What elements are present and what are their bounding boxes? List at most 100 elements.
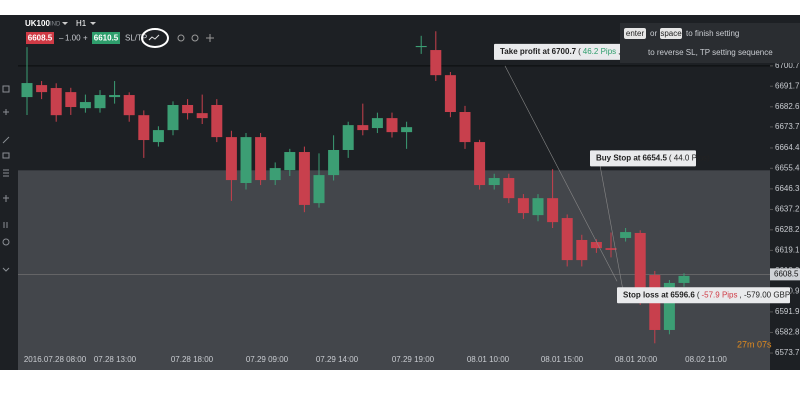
candle-body — [430, 50, 442, 76]
lot-minus[interactable]: – — [59, 34, 64, 43]
timer: 27m 07s — [737, 339, 772, 349]
sl-tp-button[interactable]: SL/TP — [125, 34, 147, 43]
tool-icon[interactable] — [3, 109, 9, 115]
lot-size[interactable]: 1.00 — [65, 34, 81, 43]
order-label-part: -57.9 Pips — [701, 290, 737, 299]
tool-icon[interactable] — [3, 222, 8, 228]
candle-body — [532, 198, 544, 216]
buy-button[interactable] — [92, 32, 120, 44]
candle-body — [50, 88, 62, 116]
y-tick-label: 6573.7 — [775, 348, 800, 357]
order-label: Buy Stop at 6654.5( 44.0 Pips) — [596, 153, 710, 162]
trend-icon[interactable] — [148, 34, 160, 41]
hint-box — [620, 23, 800, 63]
sell-price: 6608.5 — [28, 34, 53, 43]
candle-body — [328, 149, 340, 176]
candle-body — [21, 83, 33, 98]
candle-body — [488, 178, 500, 186]
order-label: Stop loss at 6596.6(-57.9 Pips, -579.00 G… — [623, 290, 793, 299]
candle-body — [517, 198, 529, 214]
order-label-part: , -579.00 GBP) — [740, 290, 794, 299]
tool-icon[interactable] — [3, 169, 9, 177]
order-label-part: Buy Stop at — [596, 153, 641, 162]
candle-body — [415, 45, 427, 48]
tool-icon[interactable] — [2, 136, 10, 144]
candle-body — [576, 239, 588, 261]
tool-icon[interactable] — [3, 195, 9, 202]
current-price-label: 6608.5 — [774, 269, 799, 278]
candle-body — [255, 137, 267, 181]
candle-body — [269, 168, 281, 181]
candle-body — [401, 127, 413, 133]
connector — [599, 165, 626, 302]
order-label-part: 6700.7 — [552, 47, 577, 56]
dropdown-arrow[interactable] — [62, 22, 68, 25]
y-tick-label: 6591.9 — [775, 307, 800, 316]
candle-body — [561, 218, 573, 261]
y-tick-label: 6682.6 — [775, 102, 800, 111]
candle-body — [211, 104, 223, 138]
y-tick-label: 6655.4 — [775, 163, 800, 172]
candle-body — [386, 118, 398, 133]
sell-button[interactable] — [26, 32, 54, 44]
y-tick-label: 6582.8 — [775, 328, 800, 337]
dropdown-arrow[interactable] — [90, 22, 96, 25]
y-tick-label: 6628.2 — [775, 225, 800, 234]
y-tick-label: 6700.7 — [775, 61, 800, 70]
x-tick-label: 2016.07.28 08:00 — [24, 355, 87, 364]
zoom-out-icon[interactable] — [177, 34, 185, 42]
candle-body — [79, 102, 91, 109]
candle-body — [342, 125, 354, 150]
x-tick-label: 07.28 18:00 — [171, 355, 214, 364]
candle-body — [196, 113, 208, 119]
y-tick-label: 6691.7 — [775, 81, 800, 90]
candle-body — [298, 152, 310, 205]
candle-body — [503, 178, 515, 199]
order-label-part: 46.2 Pips — [583, 47, 616, 56]
hint-line2: to reverse SL, TP setting sequence — [648, 48, 773, 57]
x-tick-label: 08.01 15:00 — [541, 355, 584, 364]
candle-body — [474, 142, 486, 186]
tool-icon[interactable] — [2, 85, 10, 93]
candle-body — [65, 92, 77, 108]
tool-icon[interactable] — [2, 267, 10, 272]
candle-body — [225, 137, 237, 181]
order-label-box — [617, 287, 790, 304]
candle-body — [152, 130, 164, 143]
candle-body — [590, 242, 602, 249]
order-label-part: Stop loss at — [623, 290, 669, 299]
tool-icon[interactable] — [2, 152, 10, 159]
candle-body — [313, 175, 325, 204]
timeframe[interactable]: H1 — [76, 19, 87, 28]
candle-body — [94, 95, 106, 109]
order-label-part: 6654.5 — [642, 153, 667, 162]
candle-body — [138, 115, 150, 141]
connector — [504, 65, 618, 282]
x-tick-label: 08.01 20:00 — [615, 355, 658, 364]
tool-icon[interactable] — [2, 238, 10, 246]
crosshair-icon[interactable] — [206, 34, 214, 42]
plot: 6709.96700.76691.76682.66673.76664.46655… — [18, 31, 800, 370]
order-label-part: 6596.6 — [670, 290, 695, 299]
candle-body — [240, 137, 252, 184]
order-label-box — [590, 150, 696, 167]
symbol[interactable]: UK100 — [25, 19, 50, 28]
candle-body — [357, 125, 369, 131]
highlight-circle — [141, 28, 169, 48]
order-zone — [18, 170, 770, 370]
zoom-in-icon[interactable] — [191, 34, 199, 42]
candle-body — [620, 232, 632, 238]
x-tick-label: 07.29 14:00 — [316, 355, 359, 364]
x-tick-label: 07.29 19:00 — [392, 355, 435, 364]
candle-body — [371, 118, 383, 129]
key-cap — [624, 28, 646, 39]
candle-body — [182, 104, 194, 114]
hint-line1: to finish setting — [686, 29, 739, 38]
x-tick-label: 07.28 13:00 — [94, 355, 137, 364]
candle-body — [678, 275, 690, 283]
x-tick-label: 08.02 11:00 — [685, 355, 727, 364]
lot-plus[interactable]: + — [83, 34, 88, 43]
y-tick-label: 6619.1 — [775, 245, 800, 254]
candle-body — [36, 85, 48, 93]
